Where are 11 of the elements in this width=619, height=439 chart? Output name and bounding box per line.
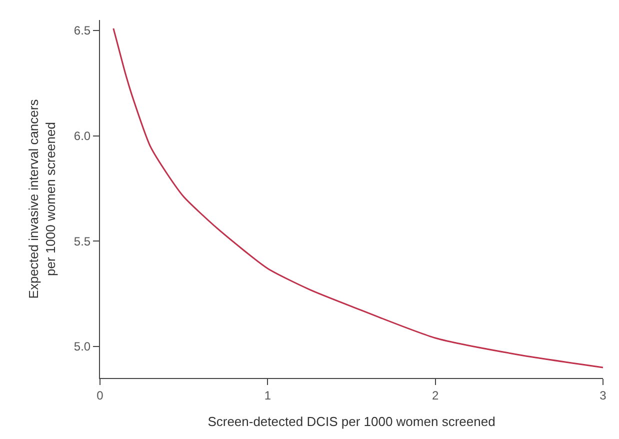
y-tick-label: 5.5 [74, 234, 91, 248]
y-axis-title: Expected invasive interval cancers per 1000 women screened [26, 98, 58, 299]
x-axis-title: Screen-detected DCIS per 1000 women screened [208, 414, 496, 429]
x-tick-label: 3 [600, 388, 607, 402]
y-tick-label: 6.5 [74, 24, 91, 38]
y-tick-label: 6.0 [74, 129, 91, 144]
line-series [112, 28, 603, 368]
x-tick-label: 1 [264, 388, 272, 402]
x-tick-label: 2 [432, 388, 439, 402]
y-tick-label: 5.0 [74, 340, 91, 354]
x-tick-label: 0 [96, 388, 104, 402]
